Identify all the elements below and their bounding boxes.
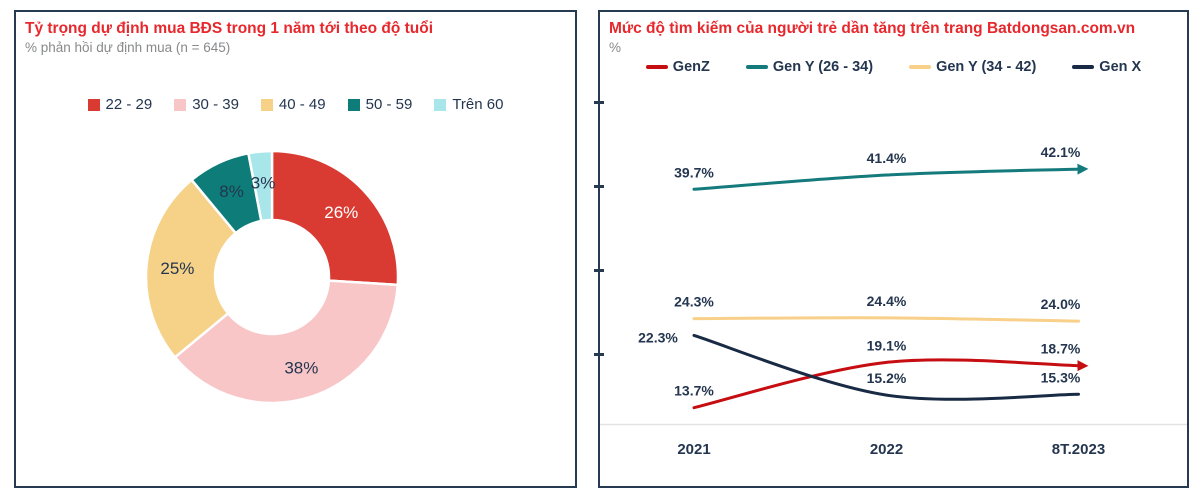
line-series-genz <box>692 358 1089 410</box>
data-point-label: 24.4% <box>867 293 907 309</box>
donut-slice <box>144 178 237 359</box>
x-axis-label: 8T.2023 <box>1052 441 1105 458</box>
legend-color-line <box>645 65 668 69</box>
line-series-gen-x <box>692 333 1080 401</box>
data-point-label: 19.1% <box>867 337 907 353</box>
legend-item: GenZ <box>645 59 710 75</box>
legend-label: Gen Y (26 - 34) <box>772 59 874 75</box>
line-chart-title: Mức độ tìm kiếm của người trẻ dần tăng t… <box>609 20 1136 37</box>
donut-slice <box>270 149 400 287</box>
line-chart-legend: GenZ Gen Y (26 - 34) Gen Y (34 - 42) Gen X <box>600 59 1187 75</box>
legend-item: 22 - 29 <box>87 96 153 113</box>
data-point-label: 42.1% <box>1041 144 1081 160</box>
legend-label: 40 - 49 <box>278 96 326 113</box>
legend-label: Gen X <box>1099 59 1142 75</box>
legend-color-square <box>174 98 187 111</box>
x-axis-label: 2021 <box>677 441 710 458</box>
legend-item: Gen X <box>1072 59 1141 75</box>
donut-chart-panel: Tỷ trọng dự định mua BĐS trong 1 năm tới… <box>14 10 577 488</box>
line-chart: 2021 2022 8T.2023 13.7% 19.1% 18.7% 39.7% 41.4%… <box>600 144 1187 458</box>
data-point-label: 39.7% <box>674 164 714 180</box>
donut-chart-subtitle: % phản hồi dự định mua (n = 645) <box>25 40 231 55</box>
y-axis-tick <box>594 101 604 105</box>
legend-label: 30 - 39 <box>192 96 239 113</box>
legend-color-square <box>434 98 447 111</box>
donut-slice-label: 38% <box>284 358 318 377</box>
line-chart-panel: Mức độ tìm kiếm của người trẻ dần tăng t… <box>594 10 1189 488</box>
line-series-gen-y-34-42- <box>692 316 1080 323</box>
donut-chart: 26% 38% 25% 8% 3% <box>144 149 400 405</box>
donut-slice-label: 25% <box>160 259 194 278</box>
data-point-label: 13.7% <box>674 383 714 399</box>
legend-item: Trên 60 <box>434 96 503 113</box>
data-point-label: 22.3% <box>638 329 678 345</box>
data-point-label: 18.7% <box>1041 341 1081 357</box>
line-series-gen-y-26-34- <box>692 163 1089 191</box>
legend-item: 30 - 39 <box>174 96 239 113</box>
data-point-label: 15.2% <box>867 370 907 386</box>
legend-item: Gen Y (34 - 42) <box>909 59 1036 75</box>
donut-legend: 22 - 29 30 - 39 40 - 49 50 - 59 Trên 60 <box>16 96 575 113</box>
donut-slice <box>173 279 400 405</box>
y-axis-tick <box>594 269 604 273</box>
legend-color-line <box>909 65 932 69</box>
legend-label: Gen Y (34 - 42) <box>936 59 1037 75</box>
legend-color-line <box>745 65 768 69</box>
legend-label: Trên 60 <box>452 96 504 113</box>
legend-label: 22 - 29 <box>105 96 153 113</box>
data-point-label: 15.3% <box>1041 369 1081 385</box>
donut-slice <box>247 149 274 223</box>
legend-color-square <box>87 98 100 111</box>
y-axis-tick <box>594 185 604 189</box>
legend-label: 50 - 59 <box>365 96 413 113</box>
donut-chart-title: Tỷ trọng dự định mua BĐS trong 1 năm tới… <box>25 20 433 37</box>
legend-item: Gen Y (26 - 34) <box>745 59 874 75</box>
data-point-label: 41.4% <box>867 150 907 166</box>
y-axis-unit-label: % <box>609 40 622 55</box>
legend-color-square <box>260 98 273 111</box>
legend-label: GenZ <box>672 59 710 75</box>
donut-slice-label: 26% <box>324 203 358 222</box>
legend-item: 40 - 49 <box>260 96 326 113</box>
legend-item: 50 - 59 <box>347 96 413 113</box>
y-axis-tick <box>594 353 604 357</box>
legend-color-line <box>1072 65 1095 69</box>
data-point-label: 24.0% <box>1041 296 1081 312</box>
donut-slice-label: 3% <box>251 173 276 192</box>
donut-slice-label: 8% <box>219 182 244 201</box>
legend-color-square <box>347 98 360 111</box>
data-point-label: 24.3% <box>674 294 714 310</box>
x-axis-label: 2022 <box>870 441 903 458</box>
